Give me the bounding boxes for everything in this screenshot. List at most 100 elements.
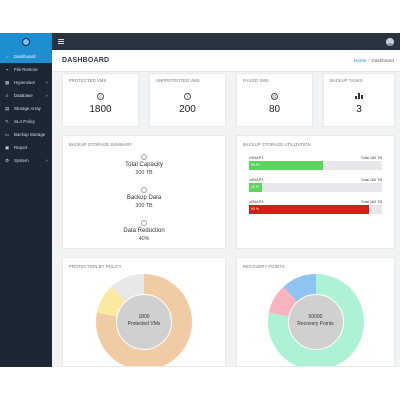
utilization-percent: 10 % (251, 185, 259, 189)
stat-value: 3 (356, 104, 362, 115)
app-window: ⌂ Dashboard ▪ File Restore ▦ Hypervisor … (0, 33, 400, 367)
sidebar: ⌂ Dashboard ▪ File Restore ▦ Hypervisor … (0, 33, 52, 367)
summary-value: 200 TB (135, 170, 153, 176)
section-title: BACKUP STORAGE UTILIZATION (243, 142, 311, 147)
donut-center-disc (288, 295, 343, 349)
breadcrumb-separator: / (368, 58, 370, 63)
summary-label: Data Reduction (123, 228, 165, 234)
server-icon: ▦ (5, 79, 10, 85)
backup-storage-utilization-card: BACKUP STORAGE UTILIZATION vSNAP1 Total 1… (236, 135, 395, 249)
summary-total-capacity: Total Capacity 200 TB (63, 154, 225, 176)
sidebar-item-label: SLA Policy (14, 119, 35, 124)
chevron-down-icon: ˅ (45, 80, 48, 85)
sidebar-item-label: File Restore (14, 67, 38, 72)
utilization-percent: 90 % (251, 207, 259, 211)
utilization-row-vsnap2: vSNAP2 Total 160 TB 10 % (249, 178, 382, 192)
sidebar-item-database[interactable]: ≡ Database ˅ (0, 89, 52, 102)
backup-storage-summary-card: BACKUP STORAGE SUMMARY Total Capacity 20… (62, 135, 226, 249)
sidebar-item-storage-array[interactable]: ▤ Storage Array (0, 102, 52, 115)
sidebar-item-report[interactable]: ▣ Report (0, 141, 52, 154)
stat-card-protected-vms: PROTECTED VMS ☺ 1800 (62, 73, 139, 127)
stat-card-failed-vms: FAILED VMS ☹ 80 (236, 73, 313, 127)
recovery-points-card: RECOVERY POINTS 50000 Recovery Points (236, 257, 395, 367)
chevron-down-icon: ˅ (45, 93, 48, 98)
page-background (0, 367, 400, 400)
sidebar-item-label: Dashboard (14, 54, 36, 59)
donut-center-value: 1800 (138, 314, 150, 320)
summary-backup-data: Backup Data 300 TB (63, 187, 225, 209)
donut-center-label: Protected VMs (127, 321, 161, 327)
policy-icon: ✎ (5, 118, 9, 124)
stat-value: 1800 (89, 104, 112, 115)
donut-center-disc (117, 295, 171, 349)
summary-value: 40% (138, 236, 150, 242)
sidebar-item-file-restore[interactable]: ▪ File Restore (0, 63, 52, 76)
capacity-icon (141, 154, 147, 160)
report-icon: ▣ (5, 144, 10, 150)
sidebar-item-label: Backup Storage (14, 132, 46, 137)
backup-data-icon (141, 187, 147, 193)
smile-icon: ☺ (97, 93, 104, 100)
folder-icon: ▪ (6, 66, 8, 72)
utilization-bar: 56 % (249, 161, 382, 170)
utilization-row-vsnap1: vSNAP1 Total 160 TB 56 % (249, 156, 382, 170)
vsnap-total: Total 160 TB (360, 200, 382, 204)
utilization-bar: 90 % (249, 205, 382, 214)
stat-title: PROTECTED VMS (69, 78, 107, 83)
donut-segment-3 (96, 274, 192, 366)
breadcrumb-current: Dashboard (371, 58, 394, 63)
menu-icon[interactable] (58, 39, 64, 44)
sidebar-item-backup-storage[interactable]: ▭ Backup Storage (0, 128, 52, 141)
sidebar-item-label: Storage Array (14, 106, 41, 111)
user-avatar-icon[interactable] (386, 37, 394, 46)
utilization-fill (249, 205, 369, 214)
sidebar-item-label: Database (14, 93, 33, 98)
section-title: RECOVERY POINTS (243, 264, 285, 269)
summary-data-reduction: Data Reduction 40% (63, 220, 225, 242)
utilization-percent: 56 % (251, 163, 259, 167)
sidebar-item-hypervisor[interactable]: ▦ Hypervisor ˅ (0, 76, 52, 89)
stat-title: FAILED VMS (243, 78, 269, 83)
sidebar-item-system[interactable]: ⚙ System ˅ (0, 154, 52, 167)
donut-segment-3 (267, 274, 364, 366)
stat-value: 80 (268, 104, 281, 115)
vsnap-name: vSNAP1 (249, 156, 264, 160)
stat-title: BACKUP TASKS (330, 78, 363, 83)
recovery-donut-chart (267, 274, 364, 366)
reduction-icon (141, 220, 147, 226)
main-content: DASHBOARD Home / Dashboard PROTECTED VMS ☺… (52, 33, 400, 367)
stat-title: UNPROTECTED VMS (156, 78, 200, 83)
backup-storage-icon: ▭ (5, 131, 10, 137)
summary-value: 300 TB (135, 203, 153, 209)
vsnap-name: vSNAP2 (249, 178, 264, 182)
donut-center-label: Recovery Points (297, 321, 334, 327)
utilization-fill (249, 161, 324, 170)
database-icon: ≡ (5, 92, 9, 98)
info-icon: i (184, 93, 191, 100)
chevron-down-icon: ˅ (45, 158, 48, 163)
top-bar (52, 33, 400, 50)
sidebar-item-label: System (14, 158, 29, 163)
breadcrumb: Home / Dashboard (354, 58, 394, 63)
breadcrumb-home-link[interactable]: Home (353, 58, 367, 63)
sidebar-item-sla-policy[interactable]: ✎ SLA Policy (0, 115, 52, 128)
home-icon: ⌂ (5, 53, 9, 59)
logo-area[interactable] (0, 33, 52, 50)
stat-card-backup-tasks: BACKUP TASKS 3 (323, 73, 395, 127)
utilization-row-vsnap3: vSNAP3 Total 160 TB 90 % (249, 200, 382, 214)
storage-icon: ▤ (5, 105, 10, 111)
policy-donut-chart (96, 274, 192, 366)
donut-center-value: 50000 (308, 314, 323, 320)
summary-label: Total Capacity (125, 162, 163, 168)
page-header: DASHBOARD Home / Dashboard (52, 50, 400, 72)
sidebar-item-dashboard[interactable]: ⌂ Dashboard (0, 50, 52, 63)
vsnap-name: vSNAP3 (249, 200, 264, 204)
utilization-fill (249, 183, 263, 192)
utilization-bar: 10 % (249, 183, 382, 192)
sidebar-item-label: Hypervisor (14, 80, 35, 85)
logo-icon (22, 37, 30, 46)
vsnap-total: Total 160 TB (360, 156, 382, 160)
page-title: DASHBOARD (62, 57, 110, 64)
vsnap-total: Total 160 TB (360, 178, 382, 182)
settings-icon: ⚙ (5, 157, 10, 163)
